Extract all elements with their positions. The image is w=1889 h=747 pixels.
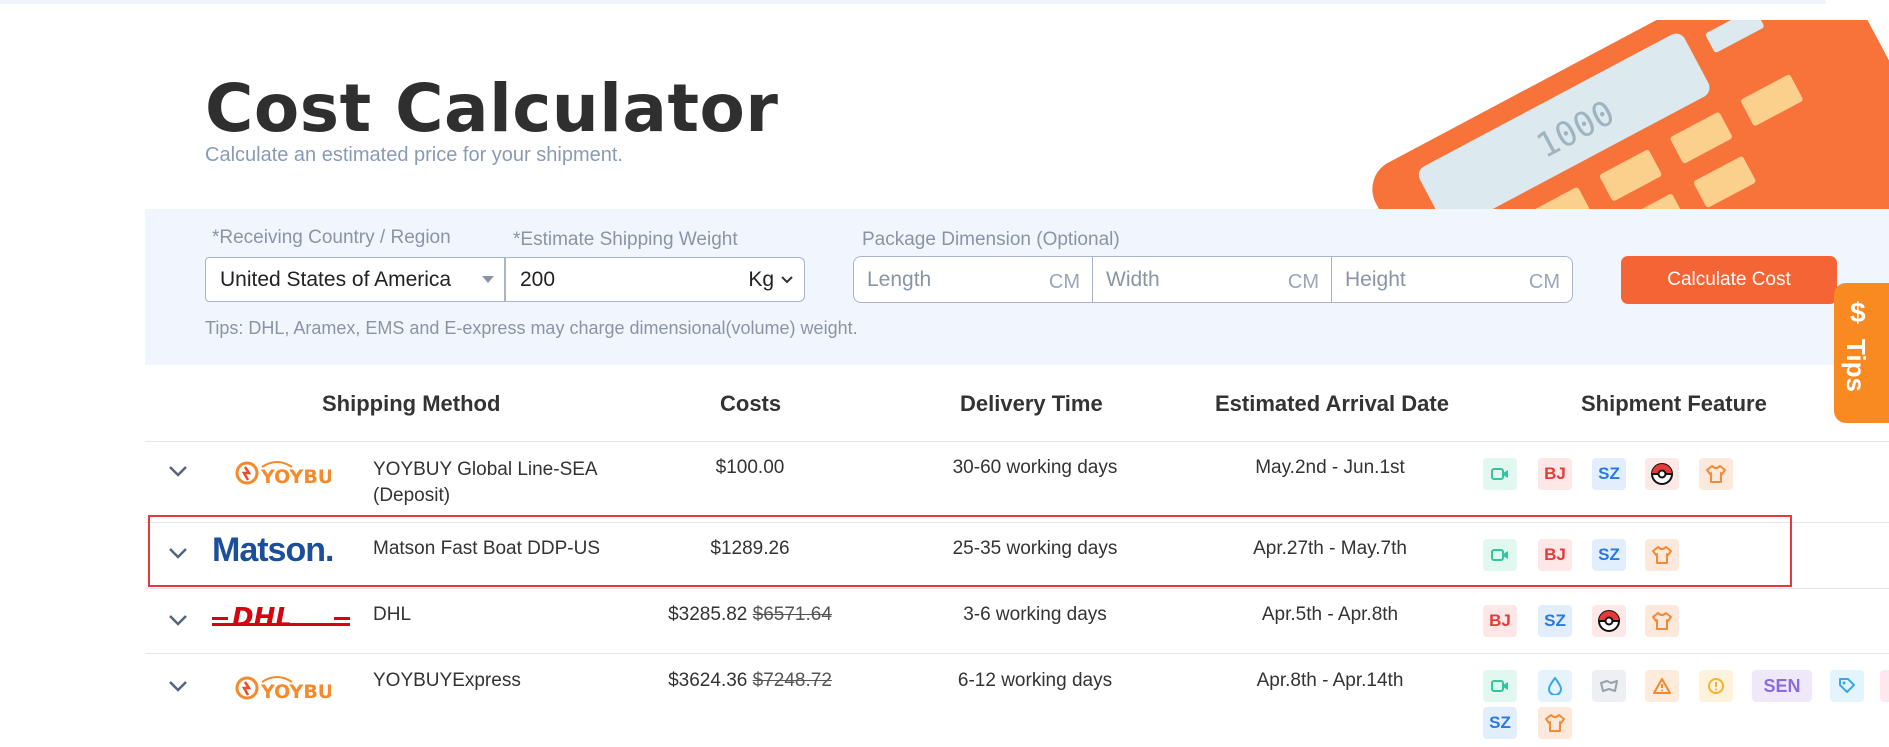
sz-badge: SZ <box>1538 605 1572 637</box>
divider <box>145 653 1889 654</box>
cost-cell: $3285.82 $6571.64 <box>640 604 860 626</box>
method-name: YOYBUY Global Line-SEA (Deposit) <box>373 457 598 509</box>
dimensional-weight-tip: Tips: DHL, Aramex, EMS and E-express may… <box>205 318 858 338</box>
matson-logo: Matson. <box>212 531 334 569</box>
original-cost: $6571.64 <box>752 604 832 625</box>
delivery-time: 25-35 working days <box>952 538 1118 559</box>
chevron-down-icon[interactable] <box>168 614 188 626</box>
cost-value: $100.00 <box>715 457 785 478</box>
page-title: Cost Calculator <box>205 70 779 147</box>
tips-side-tab[interactable]: $ Tips <box>1834 283 1889 423</box>
shirt-icon <box>1645 539 1679 571</box>
col-shipping-method: Shipping Method <box>322 391 501 416</box>
svg-text:YOYBUY: YOYBUY <box>260 466 331 488</box>
col-arrival-date: Estimated Arrival Date <box>1215 391 1449 416</box>
chevron-down-icon[interactable] <box>168 680 188 692</box>
delivery-time: 3-6 working days <box>963 604 1107 625</box>
method-name: YOYBUYExpress <box>373 670 521 691</box>
bj-badge: BJ <box>1538 458 1572 490</box>
height-unit: CM <box>1528 271 1560 293</box>
arrival-date: May.2nd - Jun.1st <box>1255 457 1405 478</box>
video-icon <box>1483 458 1517 490</box>
length-input[interactable]: Length CM <box>854 257 1093 302</box>
sz-badge: SZ <box>1483 707 1517 739</box>
caret-down-icon <box>482 276 494 283</box>
weight-unit-select[interactable]: Kg <box>748 268 794 292</box>
width-unit: CM <box>1287 271 1319 293</box>
original-cost: $7248.72 <box>752 670 832 691</box>
warning-icon <box>1645 670 1679 702</box>
bj-badge: BJ <box>1538 539 1572 571</box>
yoybuy-logo: YOYBUY <box>235 455 347 494</box>
calculator-illustration: 1000 <box>1370 20 1889 210</box>
arrival-date: Apr.8th - Apr.14th <box>1256 670 1404 691</box>
sen-badge: SEN <box>1752 670 1812 702</box>
divider <box>145 441 1889 442</box>
weight-unit-value: Kg <box>748 268 774 291</box>
chevron-down-icon[interactable] <box>168 547 188 559</box>
country-select[interactable]: United States of America <box>205 257 505 302</box>
pokeball-icon <box>1645 458 1679 490</box>
svg-text:DHL: DHL <box>232 605 292 631</box>
dhl-logo: DHL <box>212 603 350 636</box>
method-name: DHL <box>373 604 412 625</box>
arrival-date: Apr.27th - May.7th <box>1253 538 1407 559</box>
country-value: United States of America <box>220 267 452 291</box>
dollar-icon: $ <box>1850 297 1866 328</box>
height-input[interactable]: Height CM <box>1332 257 1572 302</box>
divider <box>145 588 1889 589</box>
tips-tab-label: Tips <box>1841 339 1871 392</box>
col-costs: Costs <box>720 391 782 416</box>
width-input[interactable]: Width CM <box>1093 257 1332 302</box>
weight-label: *Estimate Shipping Weight <box>513 229 738 250</box>
col-delivery-time: Delivery Time <box>960 391 1103 416</box>
shirt-icon <box>1645 605 1679 637</box>
dimension-label: Package Dimension (Optional) <box>862 229 1120 250</box>
sz-badge: SZ <box>1592 458 1626 490</box>
weight-input[interactable]: 200 Kg <box>505 257 805 302</box>
pink-icon <box>1880 670 1889 702</box>
svg-text:YOYBUY: YOYBUY <box>260 681 331 703</box>
drop-icon <box>1538 670 1572 702</box>
selected-row-highlight <box>148 515 1792 587</box>
tag-icon <box>1830 670 1864 702</box>
cloth-icon <box>1592 670 1626 702</box>
method-name: Matson Fast Boat DDP-US <box>373 538 601 559</box>
weight-value: 200 <box>520 267 556 291</box>
arrival-date: Apr.5th - Apr.8th <box>1261 604 1399 625</box>
col-shipment-feature: Shipment Feature <box>1581 391 1767 416</box>
length-unit: CM <box>1048 271 1080 293</box>
length-placeholder: Length <box>867 267 932 291</box>
cost-value: $3624.36 <box>668 670 748 691</box>
page-subtitle: Calculate an estimated price for your sh… <box>205 144 623 166</box>
cost-value: $3285.82 <box>668 604 748 625</box>
calculate-cost-button[interactable]: Calculate Cost <box>1621 256 1837 304</box>
package-dimension-group: Length CM Width CM Height CM <box>853 256 1573 303</box>
alert-icon <box>1699 670 1733 702</box>
video-icon <box>1483 670 1517 702</box>
country-label: *Receiving Country / Region <box>212 227 451 248</box>
height-placeholder: Height <box>1345 267 1406 291</box>
pokeball-icon <box>1592 605 1626 637</box>
top-bar <box>0 0 1826 4</box>
delivery-time: 30-60 working days <box>952 457 1118 478</box>
method-name-line: YOYBUY Global Line-SEA <box>373 459 598 480</box>
cost-cell: $3624.36 $7248.72 <box>640 670 860 692</box>
chevron-down-icon[interactable] <box>168 465 188 477</box>
bj-badge: BJ <box>1483 605 1517 637</box>
cost-value: $1289.26 <box>710 538 790 559</box>
delivery-time: 6-12 working days <box>957 670 1113 691</box>
method-name-line: (Deposit) <box>373 485 451 506</box>
video-icon <box>1483 539 1517 571</box>
chevron-down-icon <box>781 276 793 284</box>
yoybuy-logo: YOYBUY <box>235 670 347 709</box>
shirt-icon <box>1538 707 1572 739</box>
divider <box>145 522 1889 523</box>
shirt-icon <box>1699 458 1733 490</box>
sz-badge: SZ <box>1592 539 1626 571</box>
width-placeholder: Width <box>1106 267 1160 291</box>
